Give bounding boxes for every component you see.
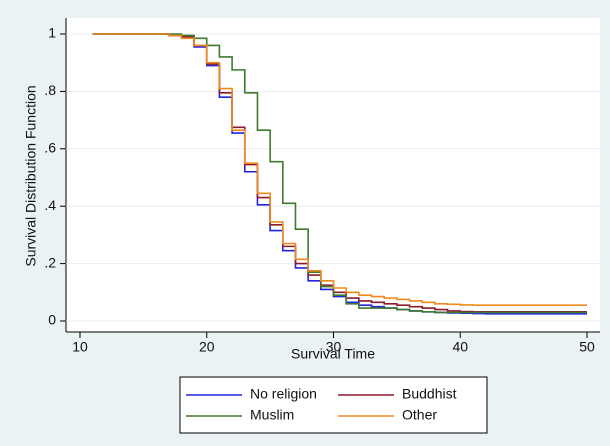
x-tick-label: 50 bbox=[579, 339, 595, 355]
x-tick-label: 30 bbox=[326, 339, 342, 355]
x-axis-label: Survival Time bbox=[291, 346, 375, 362]
legend-label: No religion bbox=[250, 386, 317, 402]
y-axis-label: Survival Distribution Function bbox=[23, 85, 39, 266]
legend-label: Muslim bbox=[250, 407, 294, 423]
y-tick-label: .2 bbox=[44, 254, 56, 270]
legend-label: Other bbox=[402, 407, 437, 423]
x-tick-label: 10 bbox=[72, 339, 88, 355]
legend bbox=[179, 376, 488, 434]
legend-label: Buddhist bbox=[402, 386, 457, 402]
y-tick-label: 1 bbox=[48, 25, 56, 41]
plot-area bbox=[66, 18, 600, 332]
y-tick-label: .6 bbox=[44, 140, 56, 156]
y-tick-label: .8 bbox=[44, 82, 56, 98]
x-tick-label: 40 bbox=[452, 339, 468, 355]
y-tick-label: 0 bbox=[48, 312, 56, 328]
y-tick-label: .4 bbox=[44, 197, 56, 213]
x-tick-label: 20 bbox=[199, 339, 215, 355]
survival-line bbox=[92, 33, 587, 307]
